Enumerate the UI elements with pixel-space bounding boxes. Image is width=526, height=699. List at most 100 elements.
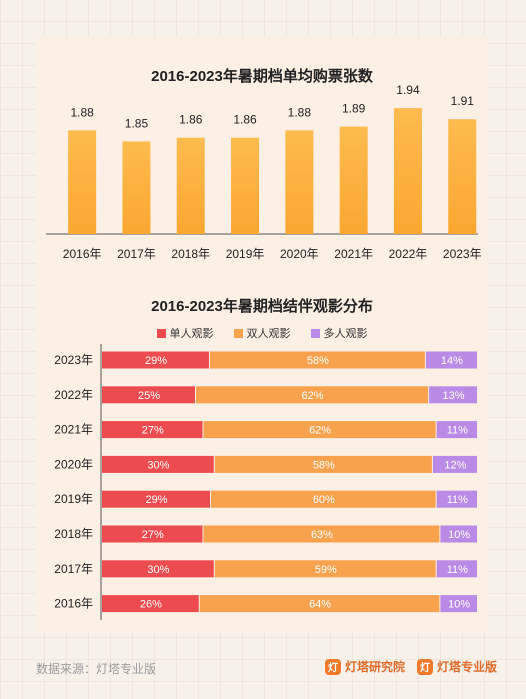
bar-x-tick-label: 2017年 <box>117 247 156 261</box>
bar-value-label: 1.88 <box>70 105 94 119</box>
stacked-segment-label: 30% <box>147 564 169 576</box>
legend-swatch-multi <box>310 328 320 338</box>
stacked-segment-label: 58% <box>307 355 329 367</box>
legend-swatch-single <box>156 328 166 338</box>
stacked-segment-0 <box>102 351 209 369</box>
bar-value-label: 1.91 <box>451 94 475 108</box>
stacked-y-tick-label: 2019年 <box>54 492 93 506</box>
stacked-segment-2 <box>425 351 477 369</box>
bar-chart-title: 2016-2023年暑期档单均购票张数 <box>151 68 373 85</box>
brand-research-label: 灯塔研究院 <box>345 660 406 674</box>
legend-label-single: 单人观影 <box>169 328 214 340</box>
legend-label-multi: 多人观影 <box>323 328 368 340</box>
brand-research: 灯 灯塔研究院 <box>325 658 405 675</box>
legend: 单人观影 双人观影 多人观影 <box>36 325 488 341</box>
bar-2 <box>176 137 205 234</box>
stacked-segment-label: 27% <box>142 529 164 541</box>
bar-x-tick-label: 2016年 <box>63 247 102 261</box>
stacked-y-tick-label: 2017年 <box>54 562 93 576</box>
stacked-segment-0 <box>102 595 199 613</box>
bar-value-label: 1.85 <box>125 116 149 130</box>
stacked-segment-0 <box>102 525 203 543</box>
stacked-y-tick-label: 2023年 <box>54 353 93 367</box>
stacked-segment-2 <box>436 421 477 439</box>
stacked-segment-1 <box>209 351 425 369</box>
bar-value-label: 1.86 <box>233 113 257 127</box>
bar-x-tick-label: 2018年 <box>171 247 210 261</box>
stacked-segment-label: 58% <box>313 459 335 471</box>
bar-value-label: 1.88 <box>288 105 312 119</box>
stacked-y-tick-label: 2022年 <box>54 388 93 402</box>
legend-label-double: 双人观影 <box>246 328 291 340</box>
stacked-y-tick-label: 2018年 <box>54 527 93 541</box>
bar-4 <box>285 130 314 234</box>
bar-3 <box>231 137 260 234</box>
bar-6 <box>393 108 422 234</box>
stacked-segment-label: 62% <box>309 425 331 437</box>
stacked-segment-label: 64% <box>309 599 331 611</box>
stacked-segment-2 <box>429 386 477 404</box>
bar-value-label: 1.89 <box>342 102 366 116</box>
stacked-segment-1 <box>203 421 436 439</box>
stacked-y-tick-label: 2020年 <box>54 457 93 471</box>
stacked-segment-1 <box>196 386 429 404</box>
stacked-segment-0 <box>102 421 203 439</box>
stacked-segment-label: 29% <box>146 494 168 506</box>
legend-item-multi: 多人观影 <box>310 325 368 341</box>
chart-card: 2016-2023年暑期档单均购票张数 2016-2023年暑期档结伴观影分布 … <box>36 37 488 631</box>
stacked-segment-label: 10% <box>448 529 470 541</box>
stacked-segment-1 <box>214 560 436 578</box>
bar-x-tick-label: 2021年 <box>334 247 373 261</box>
stacked-segment-label: 26% <box>140 599 162 611</box>
brand-logo-icon: 灯 <box>325 658 341 675</box>
brand-pro-label: 灯塔专业版 <box>437 660 498 674</box>
bar-0 <box>68 130 97 234</box>
stacked-segment-1 <box>214 455 432 473</box>
bar-x-tick-label: 2019年 <box>226 247 265 261</box>
bar-x-tick-label: 2020年 <box>280 247 319 261</box>
stacked-segment-label: 13% <box>443 390 465 402</box>
bar-7 <box>448 119 477 234</box>
stacked-segment-label: 25% <box>138 390 160 402</box>
bar-x-tick-label: 2022年 <box>389 247 428 261</box>
stacked-chart-title: 2016-2023年暑期档结伴观影分布 <box>151 298 373 315</box>
bar-1 <box>122 141 151 234</box>
stacked-segment-label: 11% <box>447 425 468 437</box>
stacked-segment-2 <box>440 595 477 613</box>
stacked-segment-label: 11% <box>447 564 468 576</box>
brand-pro: 灯 灯塔专业版 <box>417 658 497 675</box>
stacked-segment-1 <box>199 595 440 613</box>
chart-svg: 1.88 2016年 1.85 2017年 1.86 2018年 1.86 2019年 1.88… <box>46 83 482 620</box>
legend-item-double: 双人观影 <box>233 325 291 341</box>
stacked-segment-label: 60% <box>313 494 335 506</box>
stacked-y-tick-label: 2021年 <box>54 423 93 437</box>
legend-item-single: 单人观影 <box>156 325 214 341</box>
stacked-y-tick-label: 2016年 <box>54 597 93 611</box>
bar-x-tick-label: 2023年 <box>443 247 482 261</box>
stacked-segment-1 <box>211 490 436 508</box>
stacked-segment-label: 14% <box>441 355 463 367</box>
legend-swatch-double <box>233 328 243 338</box>
stacked-segment-label: 11% <box>447 494 468 506</box>
stacked-segment-label: 29% <box>145 355 167 367</box>
stacked-segment-label: 10% <box>448 599 470 611</box>
stacked-segment-0 <box>102 455 214 473</box>
brand-logo-icon: 灯 <box>417 658 433 675</box>
bar-value-label: 1.86 <box>179 113 203 127</box>
stacked-segment-2 <box>432 455 477 473</box>
bar-value-label: 1.94 <box>396 83 420 97</box>
stacked-segment-1 <box>203 525 440 543</box>
stacked-segment-label: 27% <box>142 425 164 437</box>
stacked-segment-2 <box>436 490 477 508</box>
stacked-segment-0 <box>102 560 214 578</box>
data-source-note: 数据来源：灯塔专业版 <box>36 662 157 676</box>
stacked-segment-label: 62% <box>302 390 324 402</box>
bar-5 <box>339 126 368 234</box>
stacked-segment-0 <box>102 386 195 404</box>
stacked-segment-label: 59% <box>315 564 337 576</box>
stacked-segment-label: 30% <box>147 459 169 471</box>
stacked-segment-0 <box>102 490 211 508</box>
stacked-segment-label: 63% <box>311 529 333 541</box>
stacked-segment-2 <box>440 525 477 543</box>
stacked-segment-2 <box>436 560 477 578</box>
